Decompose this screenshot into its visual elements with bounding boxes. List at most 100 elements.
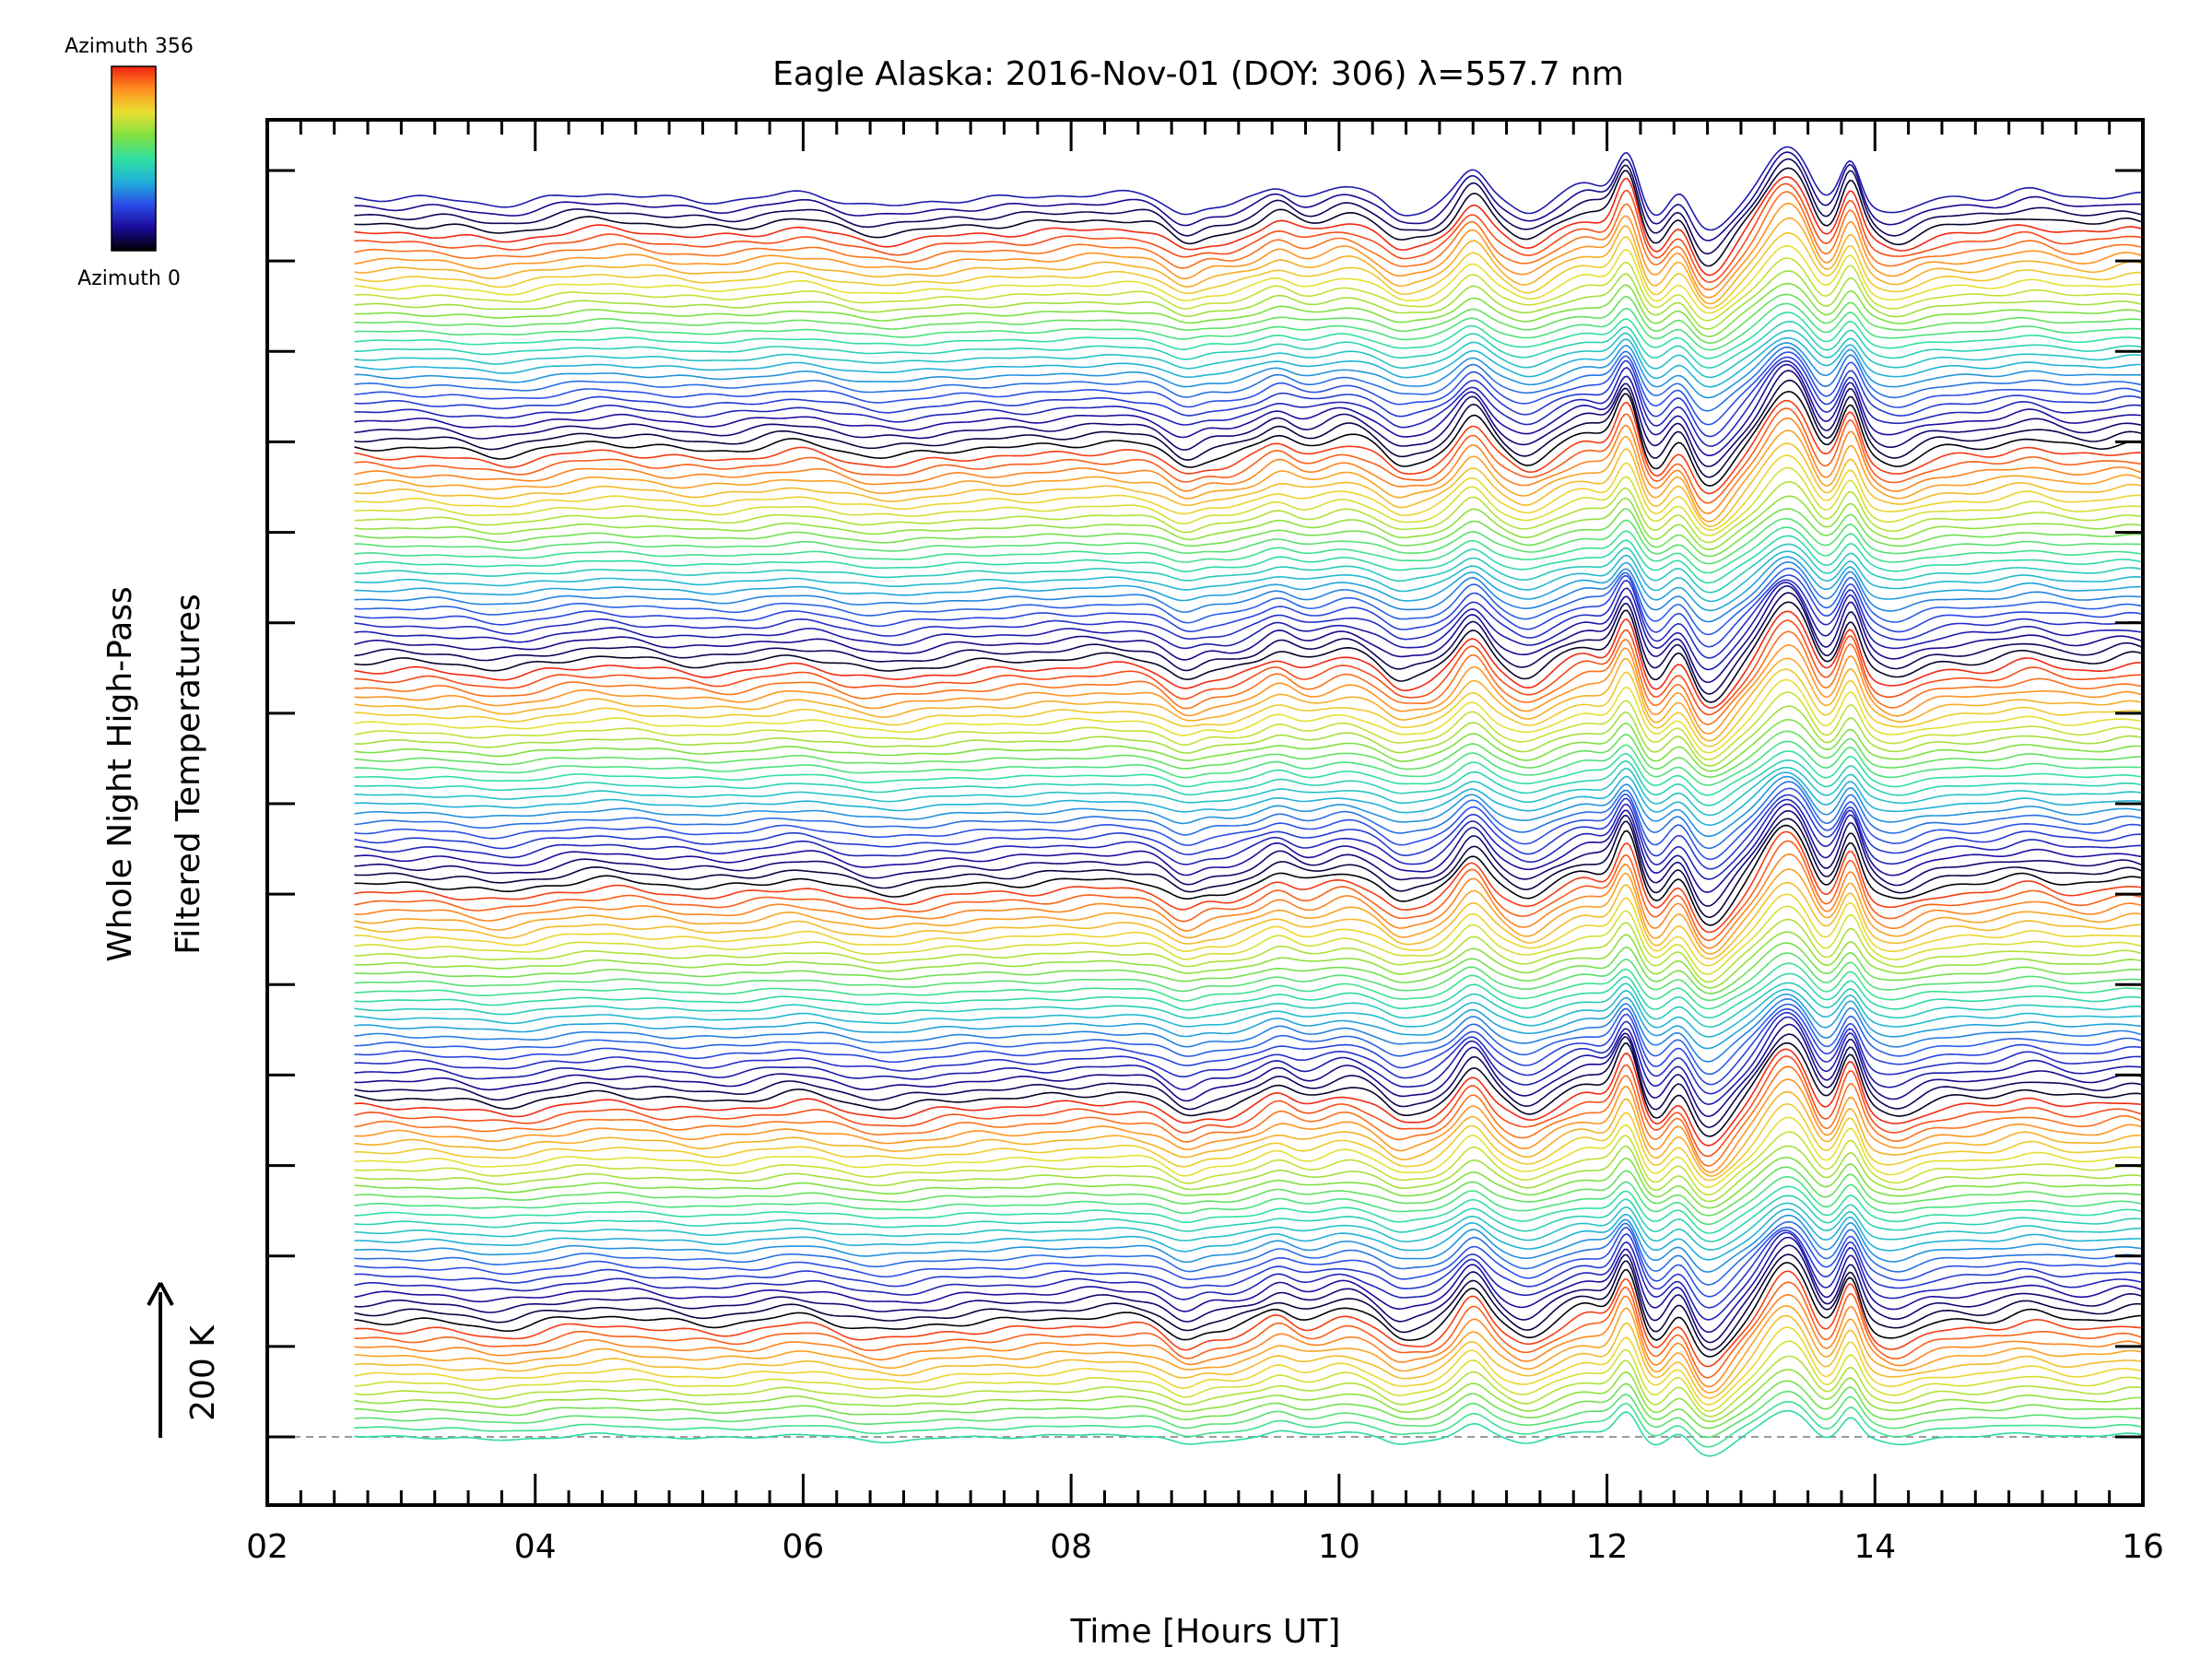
series-line: [354, 1116, 2142, 1188]
series-line: [354, 931, 2142, 989]
series-line: [354, 678, 2142, 754]
series-line: [354, 429, 2142, 523]
series-line: [354, 1270, 2142, 1368]
series-line: [354, 560, 2142, 623]
series-line: [354, 994, 2142, 1050]
arrow-up-icon: [147, 1282, 174, 1306]
series-line: [354, 718, 2142, 772]
series-line: [354, 346, 2142, 412]
series-line: [354, 668, 2142, 747]
series-line: [354, 881, 2142, 960]
series-line: [354, 495, 2142, 550]
series-line: [354, 356, 2142, 438]
series-line: [354, 619, 2142, 716]
series-line: [354, 1078, 2142, 1173]
series-line: [354, 1041, 2142, 1137]
series-line: [354, 1145, 2142, 1203]
series-line: [354, 351, 2142, 426]
series-line: [354, 379, 2142, 478]
series-line: [354, 342, 2142, 399]
series-line: [354, 691, 2142, 760]
y-axis-label-line2: Filtered Temperatures: [170, 594, 207, 955]
series-line: [354, 740, 2142, 786]
series-line: [354, 302, 2142, 351]
series-line: [354, 1048, 2142, 1147]
series-line: [354, 550, 2142, 603]
series-line: [354, 407, 2142, 504]
series-line: [354, 556, 2142, 612]
series-line: [354, 391, 2142, 487]
x-tick-label: 12: [1586, 1528, 1629, 1566]
series-line: [354, 988, 2142, 1038]
series-line: [354, 750, 2142, 796]
chart-title: Eagle Alaska: 2016-Nov-01 (DOY: 306) λ=5…: [772, 55, 1624, 93]
series-line: [354, 1409, 2142, 1457]
series-line: [354, 1293, 2142, 1388]
series-line: [354, 582, 2142, 671]
series-line: [354, 759, 2142, 806]
series-line: [354, 868, 2142, 955]
series-line: [354, 798, 2142, 880]
series-line: [354, 1055, 2142, 1158]
series-line: [354, 543, 2142, 594]
series-line: [354, 336, 2142, 388]
series-line: [354, 610, 2142, 709]
x-tick-label: 04: [514, 1528, 557, 1566]
series-line: [354, 787, 2142, 861]
x-tick-label: 16: [2122, 1528, 2164, 1566]
series-line: [354, 630, 2142, 725]
series-line: [354, 1253, 2142, 1351]
series-group: [354, 146, 2142, 1457]
series-line: [354, 1314, 2142, 1399]
series-line: [354, 1065, 2142, 1167]
y-axis-label: Whole Night High-Pass Filtered Temperatu…: [101, 586, 207, 962]
series-line: [354, 1175, 2142, 1226]
series-line: [354, 918, 2142, 983]
series-line: [354, 601, 2142, 703]
series-line: [354, 781, 2142, 850]
scale-bar-label: 200 K: [184, 1324, 222, 1421]
series-line: [354, 526, 2142, 574]
series-line: [354, 767, 2142, 817]
series-line: [354, 1194, 2142, 1242]
series-line: [354, 282, 2142, 337]
series-line: [354, 853, 2142, 949]
series-line: [354, 360, 2142, 447]
series-line: [354, 1033, 2142, 1128]
series-line: [354, 803, 2142, 893]
series-line: [354, 1305, 2142, 1394]
series-line: [354, 1016, 2142, 1105]
series-line: [354, 1226, 2142, 1298]
series-line: [354, 363, 2142, 457]
series-line: [354, 1220, 2142, 1286]
series-line: [354, 972, 2142, 1019]
series-line: [354, 1262, 2142, 1358]
series-line: [354, 158, 2142, 255]
colorbar: [111, 65, 157, 252]
series-line: [354, 730, 2142, 778]
series-line: [354, 818, 2142, 919]
series-line: [354, 982, 2142, 1029]
tick-label-group: 02 04 06 08 10 12 14 16: [246, 1528, 2164, 1566]
series-line: [354, 1355, 2142, 1418]
series-line: [354, 1011, 2142, 1095]
series-line: [354, 840, 2142, 942]
series-line: [354, 1131, 2142, 1196]
series-line: [354, 1326, 2142, 1406]
series-line: [354, 997, 2142, 1063]
series-line: [354, 257, 2142, 322]
series-line: [354, 942, 2142, 994]
series-line: [354, 1229, 2142, 1309]
series-line: [354, 1003, 2142, 1076]
series-line: [354, 1236, 2142, 1333]
series-line: [354, 657, 2142, 742]
series-line: [354, 830, 2142, 934]
series-line: [354, 905, 2142, 975]
series-line: [354, 217, 2142, 305]
series-line: [354, 1369, 2142, 1423]
series-line: [354, 584, 2142, 684]
series-line: [354, 329, 2142, 379]
series-line: [354, 146, 2142, 231]
colorbar-max-label: Azimuth 356: [65, 35, 194, 58]
